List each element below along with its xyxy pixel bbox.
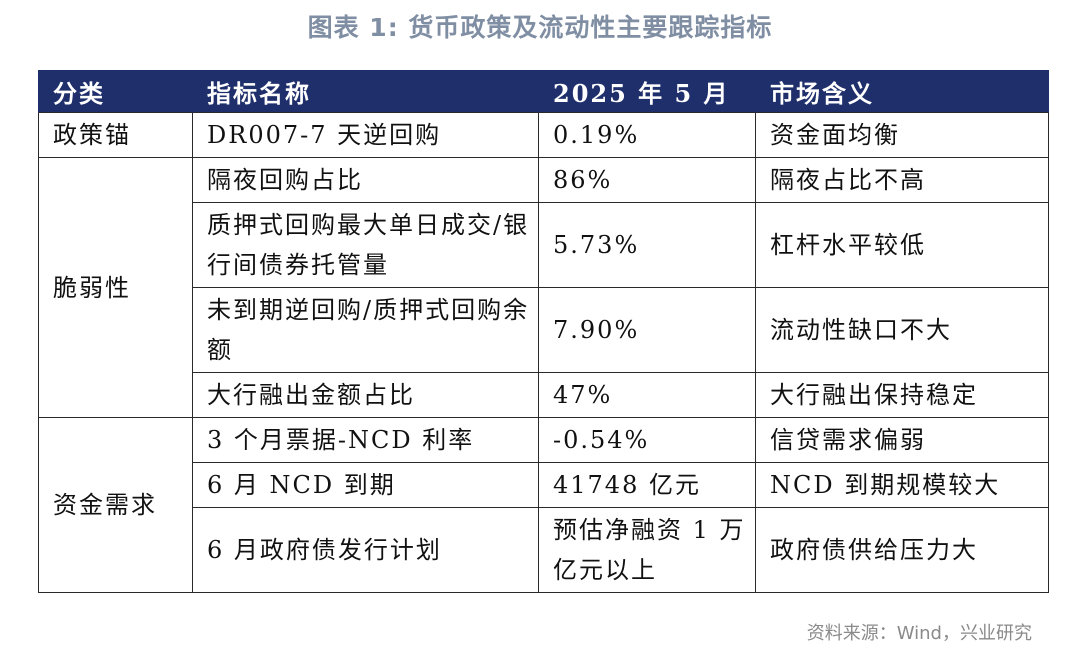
meaning-cell: 资金面均衡 [755,112,1049,158]
indicator-cell: 6 月 NCD 到期 [192,462,539,508]
meaning-cell: 隔夜占比不高 [755,157,1049,203]
table-row: 未到期逆回购/质押式回购余额 7.90% 流动性缺口不大 [39,287,1049,373]
meaning-cell: 大行融出保持稳定 [755,372,1049,418]
value-cell: 41748 亿元 [538,462,756,508]
source-note: 资料来源：Wind，兴业研究 [806,623,1032,644]
table-row: 大行融出金额占比 47% 大行融出保持稳定 [39,372,1049,418]
indicator-cell: 未到期逆回购/质押式回购余额 [192,287,539,373]
table-header-row: 分类 指标名称 2025 年 5 月 市场含义 [38,70,1049,113]
figure-title: 图表 1: 货币政策及流动性主要跟踪指标 [307,13,773,42]
table-row: 6 月政府债发行计划 预估净融资 1 万亿元以上 政府债供给压力大 [39,507,1049,593]
table-row: 脆弱性 隔夜回购占比 86% 隔夜占比不高 [38,157,1049,418]
meaning-cell: 流动性缺口不大 [755,287,1049,373]
value-cell: 预估净融资 1 万亿元以上 [538,507,756,593]
table-row: 质押式回购最大单日成交/银行间债券托管量 5.73% 杠杆水平较低 [39,202,1049,288]
table-row: 政策锚 DR007-7 天逆回购 0.19% 资金面均衡 [38,112,1049,158]
header-category: 分类 [38,70,193,113]
indicator-cell: 隔夜回购占比 [192,157,539,203]
value-cell: 5.73% [538,202,756,288]
meaning-cell: 政府债供给压力大 [755,507,1049,593]
value-cell: 7.90% [538,287,756,373]
category-cell: 政策锚 [38,112,193,158]
category-cell: 脆弱性 [38,157,193,418]
value-cell: 47% [538,372,756,418]
meaning-cell: NCD 到期规模较大 [755,462,1049,508]
header-value: 2025 年 5 月 [538,70,756,113]
value-cell: -0.54% [538,417,756,463]
indicator-cell: 质押式回购最大单日成交/银行间债券托管量 [192,202,539,288]
indicator-cell: 大行融出金额占比 [192,372,539,418]
category-cell: 资金需求 [38,417,193,593]
indicator-table: 分类 指标名称 2025 年 5 月 市场含义 政策锚 DR007-7 天逆回购… [38,70,1049,593]
indicator-cell: 6 月政府债发行计划 [192,507,539,593]
indicator-cell: DR007-7 天逆回购 [192,112,539,158]
value-cell: 0.19% [538,112,756,158]
meaning-cell: 杠杆水平较低 [755,202,1049,288]
indicator-cell: 3 个月票据-NCD 利率 [192,417,539,463]
table-row: 资金需求 3 个月票据-NCD 利率 -0.54% 信贷需求偏弱 [38,417,1049,593]
value-cell: 86% [538,157,756,203]
header-meaning: 市场含义 [755,70,1049,113]
header-indicator: 指标名称 [192,70,539,113]
meaning-cell: 信贷需求偏弱 [755,417,1049,463]
